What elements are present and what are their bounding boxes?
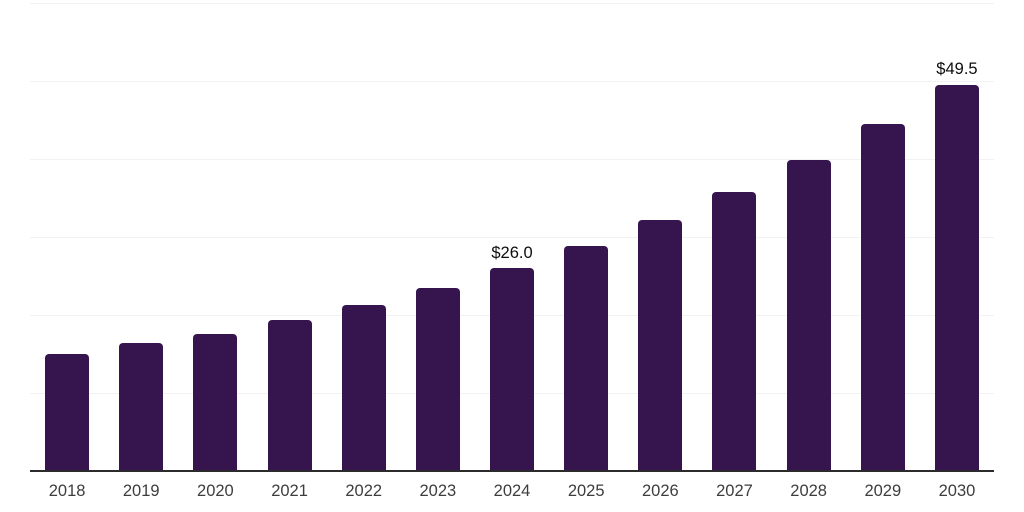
bar-cell-2029 [846,3,920,471]
bar-2025 [564,245,609,471]
bar-cell-2026 [623,3,697,471]
bar-cell-2021 [252,3,326,471]
gridline-60 [30,3,994,4]
x-axis-label-2029: 2029 [864,482,902,500]
bar-value-label-2030: $49.5 [936,60,978,79]
bar-value-label-2024: $26.0 [491,243,533,262]
x-axis-label-2030: 2030 [938,482,976,500]
x-axis-label-2018: 2018 [48,482,86,500]
bar-2023 [415,288,460,471]
bar-2020 [193,333,238,471]
bar-cell-2028 [772,3,846,471]
x-axis-label-2027: 2027 [716,482,753,500]
x-axis-label-2023: 2023 [419,482,457,500]
bar-2029 [860,123,905,471]
x-axis-label-2020: 2020 [197,482,234,500]
bars-row: $26.0 $49.5 [30,3,994,471]
gridline-50 [30,81,994,82]
bar-2019 [119,343,164,471]
bar-cell-2018 [30,3,104,471]
bar-cell-2030: $49.5 [920,3,994,471]
bar-cell-2022 [327,3,401,471]
bar-cell-2025 [549,3,623,471]
gridline-30 [30,237,994,238]
x-axis-label-2019: 2019 [122,482,160,500]
bar-cell-2024: $26.0 [475,3,549,471]
bar-cell-2020 [178,3,252,471]
bar-2022 [341,304,386,471]
gridline-40 [30,159,994,160]
bar-2028 [786,159,831,471]
bar-cell-2027 [697,3,771,471]
bar-2026 [638,219,683,471]
bar-2027 [712,191,757,471]
x-axis-line [30,470,994,472]
bar-2021 [267,320,312,471]
x-axis-labels: 2018 2019 2020 2021 2022 2023 2024 2025 2026 2027… [30,479,994,503]
x-axis-label-2028: 2028 [790,482,827,500]
x-axis-label-2022: 2022 [345,482,383,500]
plot-area: $26.0 $49.5 [30,3,994,472]
bar-cell-2019 [104,3,178,471]
bar-2030 [934,84,979,471]
x-axis-label-2026: 2026 [641,482,679,500]
bar-2018 [45,354,90,471]
x-axis-label-2021: 2021 [271,482,308,500]
x-axis-label-2025: 2025 [567,482,605,500]
bar-2024 [490,268,535,471]
bar-cell-2023 [401,3,475,471]
x-axis-label-2024: 2024 [493,482,531,500]
